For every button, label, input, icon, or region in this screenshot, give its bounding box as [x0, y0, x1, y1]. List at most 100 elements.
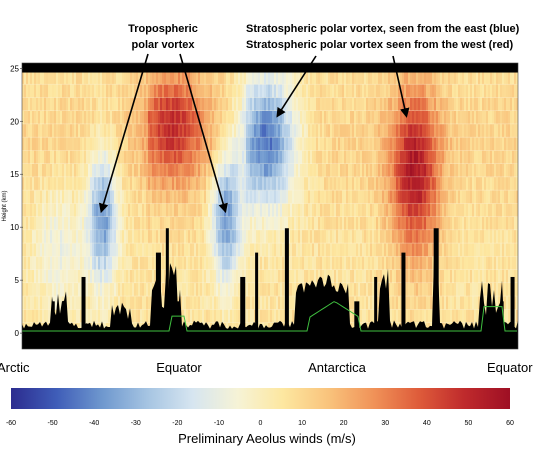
heatmap-cell: [142, 216, 145, 231]
heatmap-cell: [230, 97, 233, 111]
heatmap-cell: [154, 163, 157, 178]
heatmap-cell: [434, 216, 437, 231]
heatmap-cell: [170, 70, 173, 85]
heatmap-cell: [58, 243, 61, 257]
heatmap-cell: [104, 243, 107, 257]
heatmap-cell: [432, 70, 435, 85]
heatmap-cell: [24, 97, 27, 111]
heatmap-cell: [434, 150, 437, 164]
heatmap-cell: [84, 123, 87, 138]
heatmap-cell: [376, 190, 379, 204]
heatmap-cell: [70, 243, 73, 257]
heatmap-cell: [460, 296, 463, 310]
heatmap-cell: [198, 70, 201, 85]
heatmap-cell: [338, 176, 341, 191]
heatmap-cell: [26, 97, 29, 111]
heatmap-cell: [368, 190, 371, 204]
heatmap-cell: [200, 163, 203, 178]
heatmap-cell: [238, 243, 241, 257]
heatmap-cell: [244, 216, 247, 231]
heatmap-cell: [214, 296, 217, 310]
heatmap-cell: [162, 97, 165, 111]
heatmap-cell: [240, 137, 243, 151]
heatmap-cell: [292, 309, 295, 323]
heatmap-cell: [276, 309, 279, 323]
heatmap-cell: [444, 163, 447, 178]
heatmap-cell: [236, 309, 239, 323]
heatmap-cell: [462, 216, 465, 231]
heatmap-cell: [380, 176, 383, 191]
heatmap-cell: [460, 243, 463, 257]
heatmap-cell: [410, 163, 413, 178]
heatmap-cell: [466, 282, 469, 297]
heatmap-cell: [184, 176, 187, 191]
heatmap-cell: [138, 150, 141, 164]
heatmap-cell: [428, 269, 431, 284]
heatmap-cell: [356, 269, 359, 284]
heatmap-cell: [32, 309, 35, 323]
heatmap-cell: [466, 97, 469, 111]
heatmap-cell: [474, 70, 477, 85]
heatmap-cell: [370, 216, 373, 231]
heatmap-cell: [408, 243, 411, 257]
heatmap-cell: [102, 190, 105, 204]
heatmap-cell: [342, 110, 345, 125]
heatmap-cell: [262, 296, 265, 310]
heatmap-cell: [412, 150, 415, 164]
heatmap-cell: [270, 176, 273, 191]
heatmap-cell: [56, 282, 59, 297]
heatmap-cell: [194, 216, 197, 231]
heatmap-cell: [214, 203, 217, 217]
heatmap-cell: [252, 163, 255, 178]
heatmap-cell: [106, 216, 109, 231]
heatmap-cell: [396, 176, 399, 191]
heatmap-cell: [390, 256, 393, 270]
heatmap-cell: [392, 110, 395, 125]
heatmap-cell: [96, 97, 99, 111]
heatmap-cell: [70, 296, 73, 310]
heatmap-cell: [462, 163, 465, 178]
heatmap-cell: [416, 269, 419, 284]
heatmap-cell: [224, 176, 227, 191]
heatmap-cell: [66, 137, 69, 151]
heatmap-cell: [196, 84, 199, 98]
heatmap-cell: [386, 243, 389, 257]
heatmap-cell: [250, 176, 253, 191]
heatmap-cell: [224, 137, 227, 151]
heatmap-cell: [314, 97, 317, 111]
heatmap-cell: [324, 70, 327, 85]
heatmap-cell: [356, 216, 359, 231]
heatmap-cell: [238, 137, 241, 151]
heatmap-cell: [170, 97, 173, 111]
heatmap-cell: [64, 137, 67, 151]
heatmap-cell: [172, 203, 175, 217]
heatmap-cell: [86, 296, 89, 310]
heatmap-cell: [226, 269, 229, 284]
heatmap-cell: [282, 176, 285, 191]
heatmap-cell: [324, 110, 327, 125]
heatmap-cell: [98, 84, 101, 98]
heatmap-cell: [372, 97, 375, 111]
heatmap-cell: [358, 190, 361, 204]
heatmap-cell: [334, 70, 337, 85]
heatmap-cell: [248, 97, 251, 111]
heatmap-cell: [102, 70, 105, 85]
heatmap-cell: [286, 163, 289, 178]
heatmap-cell: [298, 150, 301, 164]
heatmap-cell: [244, 256, 247, 270]
heatmap-cell: [278, 84, 281, 98]
heatmap-cell: [208, 70, 211, 85]
heatmap-cell: [280, 203, 283, 217]
heatmap-cell: [76, 137, 79, 151]
heatmap-cell: [110, 97, 113, 111]
heatmap-cell: [460, 229, 463, 244]
heatmap-cell: [384, 150, 387, 164]
heatmap-cell: [148, 150, 151, 164]
heatmap-cell: [420, 216, 423, 231]
heatmap-cell: [242, 216, 245, 231]
heatmap-cell: [100, 123, 103, 138]
heatmap-cell: [224, 282, 227, 297]
heatmap-cell: [204, 176, 207, 191]
heatmap-cell: [310, 190, 313, 204]
heatmap-cell: [242, 229, 245, 244]
